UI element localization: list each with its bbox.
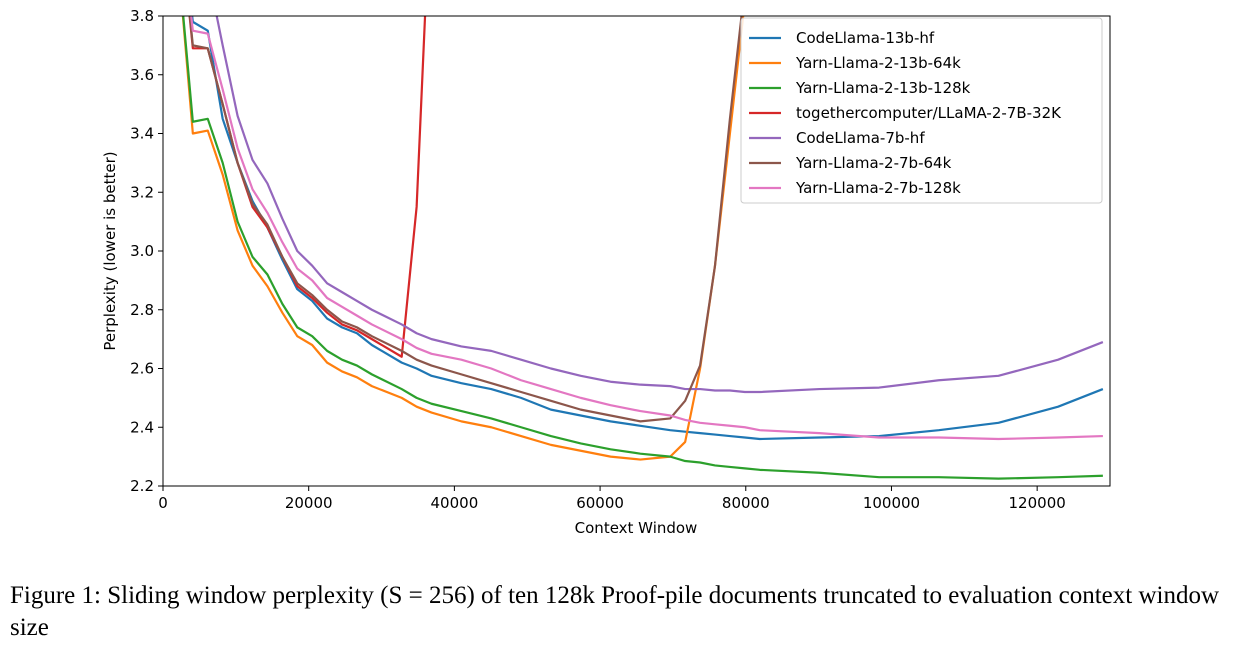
y-tick-label: 2.6 <box>130 360 154 378</box>
figure-caption: Figure 1: Sliding window perplexity (S =… <box>10 582 1220 641</box>
legend-label: Yarn-Llama-2-7b-128k <box>795 179 961 197</box>
x-tick-label: 20000 <box>285 494 333 512</box>
x-tick-label: 40000 <box>431 494 479 512</box>
y-tick-label: 3.0 <box>130 242 154 260</box>
y-tick-label: 2.2 <box>130 477 154 495</box>
plot-lines <box>181 16 1104 480</box>
series-line <box>215 16 1104 394</box>
y-tick-label: 3.6 <box>130 66 154 84</box>
series-line <box>181 16 745 461</box>
x-tick-label: 60000 <box>576 494 624 512</box>
series-line <box>188 16 427 358</box>
legend-label: CodeLlama-13b-hf <box>796 29 935 47</box>
series-line <box>188 16 743 423</box>
x-tick-label: 100000 <box>863 494 920 512</box>
legend-label: Yarn-Llama-2-13b-128k <box>795 79 971 97</box>
y-tick-label: 3.4 <box>130 125 154 143</box>
y-tick-label: 2.8 <box>130 301 154 319</box>
legend-label: CodeLlama-7b-hf <box>796 129 925 147</box>
legend-label: Yarn-Llama-2-13b-64k <box>795 54 961 72</box>
series-line <box>182 16 1103 480</box>
x-axis-label: Context Window <box>575 519 698 537</box>
x-tick-label: 120000 <box>1009 494 1066 512</box>
y-tick-label: 3.8 <box>130 7 154 25</box>
legend-label: togethercomputer/LLaMA-2-7B-32K <box>796 104 1062 122</box>
plot-frame <box>162 15 1111 487</box>
legend-label: Yarn-Llama-2-7b-64k <box>795 154 952 172</box>
x-tick-label: 80000 <box>722 494 770 512</box>
y-axis-label: Perplexity (lower is better) <box>101 151 119 350</box>
x-tick-label: 0 <box>158 494 168 512</box>
chart: Context Window Perplexity (lower is bett… <box>101 7 1111 537</box>
legend-box <box>740 17 1103 204</box>
series-line <box>190 16 1103 441</box>
y-tick-label: 2.4 <box>130 418 154 436</box>
y-tick-label: 3.2 <box>130 183 154 201</box>
